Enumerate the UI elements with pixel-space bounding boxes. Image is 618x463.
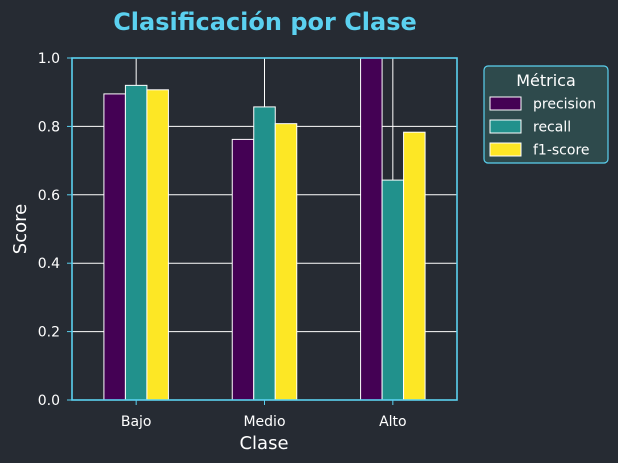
bar-recall-alto: [382, 180, 404, 400]
y-axis: 0.0 0.2 0.4 0.6 0.8 1.0: [38, 51, 72, 409]
x-axis: Bajo Medio Alto: [121, 400, 407, 430]
legend-label-precision: precision: [533, 97, 596, 113]
bar-f1-score-alto: [404, 132, 426, 400]
x-axis-label: Clase: [239, 433, 288, 454]
legend: Métrica precision recall f1-score: [484, 66, 608, 163]
legend-title: Métrica: [516, 71, 576, 90]
x-tick-label-bajo: Bajo: [121, 414, 152, 430]
y-tick-label: 0.2: [38, 325, 60, 341]
y-tick-label: 0.4: [38, 256, 60, 272]
y-axis-label: Score: [10, 204, 31, 254]
x-tick-label-medio: Medio: [243, 414, 285, 430]
bar-precision-alto: [361, 58, 383, 400]
x-tick-label-alto: Alto: [379, 414, 407, 430]
y-tick-label: 0.0: [38, 393, 60, 409]
y-tick-label: 0.6: [38, 188, 60, 204]
bars: [104, 58, 425, 400]
legend-label-f1-score: f1-score: [533, 143, 590, 159]
legend-swatch-precision: [490, 97, 521, 110]
bar-precision-medio: [232, 139, 254, 400]
y-tick-label: 0.8: [38, 119, 60, 135]
legend-swatch-recall: [490, 120, 521, 133]
bar-precision-bajo: [104, 94, 126, 400]
legend-label-recall: recall: [533, 120, 571, 136]
y-tick-label: 1.0: [38, 51, 60, 67]
bar-f1-score-bajo: [147, 90, 169, 400]
chart-title: Clasificación por Clase: [113, 8, 417, 36]
bar-recall-medio: [254, 107, 276, 400]
bar-f1-score-medio: [275, 124, 297, 400]
legend-swatch-f1-score: [490, 143, 521, 156]
bar-recall-bajo: [125, 85, 146, 400]
